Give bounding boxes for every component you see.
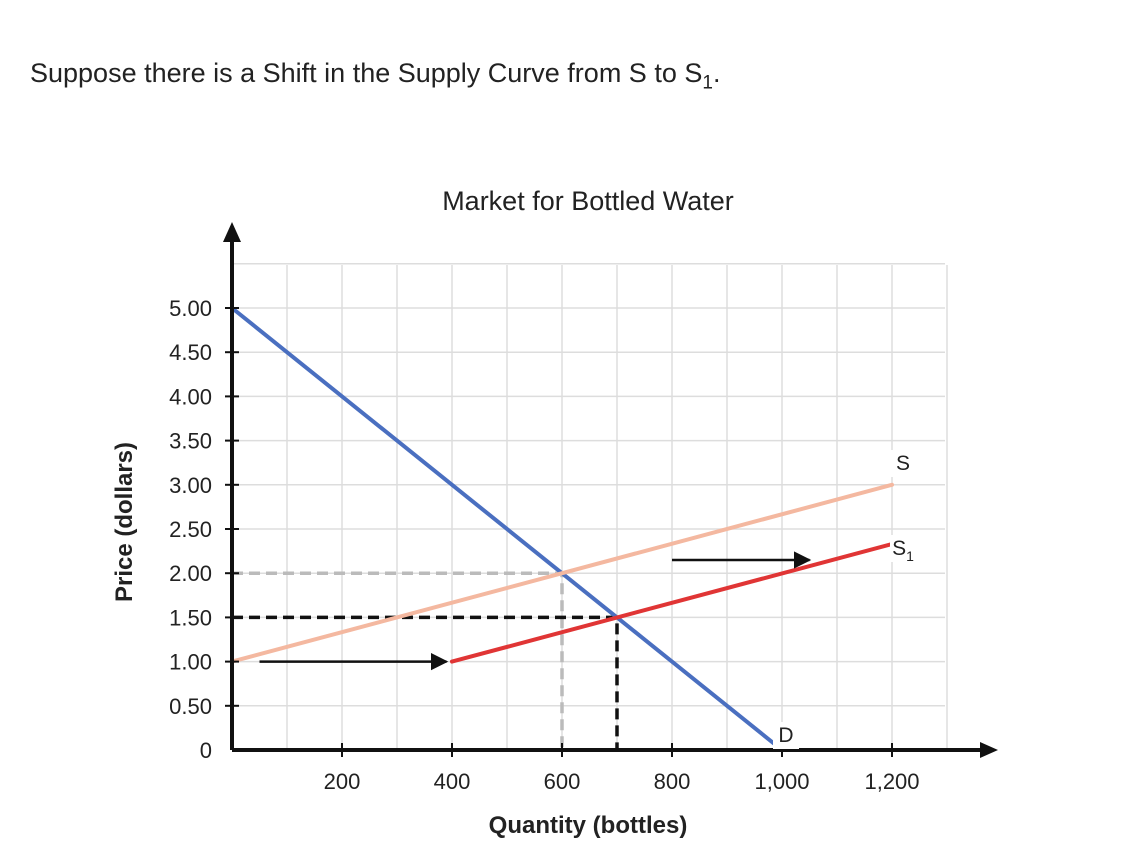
series-label-backdrop — [890, 535, 924, 562]
y-axis-arrowhead — [223, 222, 241, 242]
question-subscript: 1 — [702, 72, 713, 94]
y-tick-label: 1.50 — [169, 605, 212, 630]
series-label-backdrop — [773, 722, 799, 749]
y-tick-label: 4.00 — [169, 384, 212, 409]
question-text: Suppose there is a Shift in the Supply C… — [30, 58, 720, 94]
series-line-0 — [230, 306, 784, 752]
y-tick-label: 1.00 — [169, 650, 212, 675]
x-axis-arrowhead — [980, 742, 998, 758]
reference-dashed-line — [232, 615, 619, 750]
shift-arrows — [259, 551, 812, 671]
y-tick-label: 2.00 — [169, 561, 212, 586]
chart-axes — [223, 222, 998, 758]
x-tick-label: 800 — [654, 769, 691, 794]
y-tick-label: 5.00 — [169, 296, 212, 321]
x-tick-label: 600 — [544, 769, 581, 794]
x-tick-label: 1,000 — [754, 769, 809, 794]
tick-labels: 0 0.50 1.00 1.50 2.00 2.50 3.00 3.50 4.00 4.50 5.0… — [169, 296, 919, 794]
y-tick-label: 3.00 — [169, 473, 212, 498]
x-tick-label: 1,200 — [864, 769, 919, 794]
series-label-1: S — [896, 452, 910, 475]
x-axis-label: Quantity (bottles) — [489, 812, 688, 839]
series-line-2 — [450, 542, 894, 664]
chart-series — [230, 306, 894, 752]
x-tick-label: 200 — [324, 769, 361, 794]
series-line-1 — [230, 482, 894, 664]
question-main: Suppose there is a Shift in the Supply C… — [30, 58, 703, 88]
series-label-backdrop — [890, 450, 916, 477]
series-label-0: D — [778, 724, 793, 747]
y-tick-label: 4.50 — [169, 340, 212, 365]
y-tick-label: 0 — [200, 738, 212, 763]
chart-grid — [232, 263, 948, 750]
y-axis-label: Price (dollars) — [111, 442, 138, 602]
x-tick-label: 400 — [434, 769, 471, 794]
y-tick-label: 3.50 — [169, 429, 212, 454]
y-tick-label: 0.50 — [169, 694, 212, 719]
chart-title: Market for Bottled Water — [442, 186, 734, 216]
question-suffix: . — [712, 58, 721, 88]
y-tick-label: 2.50 — [169, 517, 212, 542]
